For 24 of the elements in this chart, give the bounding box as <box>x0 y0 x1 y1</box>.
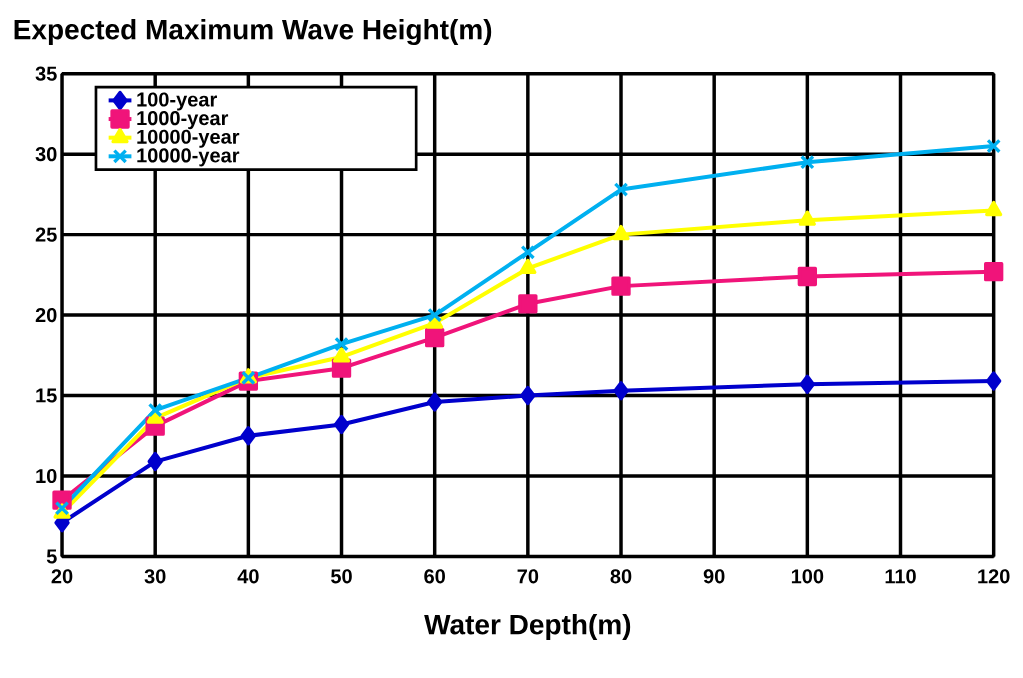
x-tick-label: 60 <box>424 569 445 584</box>
y-tick-label: 30 <box>35 147 57 162</box>
legend-label: 10000-year <box>137 129 240 149</box>
y-tick-label: 25 <box>35 227 57 242</box>
x-tick-label: 40 <box>237 569 259 584</box>
chart-title: Expected Maximum Wave Height(m) <box>14 19 492 46</box>
x-tick-label: 70 <box>517 569 539 584</box>
y-tick-label: 35 <box>35 66 57 81</box>
y-tick-label: 5 <box>46 549 57 564</box>
legend-label: 10000-year <box>137 148 240 167</box>
x-tick-label: 90 <box>703 569 725 584</box>
x-tick-label: 30 <box>144 569 166 584</box>
x-tick-label: 50 <box>331 569 352 584</box>
x-tick-label: 120 <box>978 569 1010 584</box>
x-tick-label: 100 <box>791 569 824 584</box>
y-tick-label: 20 <box>35 308 57 323</box>
x-tick-label: 110 <box>885 569 916 584</box>
x-tick-label: 20 <box>51 569 73 584</box>
x-tick-label: 80 <box>610 569 632 584</box>
x-axis-title: Water Depth(m) <box>424 614 631 641</box>
y-tick-label: 10 <box>36 469 57 484</box>
y-tick-label: 15 <box>36 388 57 403</box>
legend-label: 1000-year <box>137 111 229 130</box>
legend-label: 100-year <box>137 92 217 111</box>
